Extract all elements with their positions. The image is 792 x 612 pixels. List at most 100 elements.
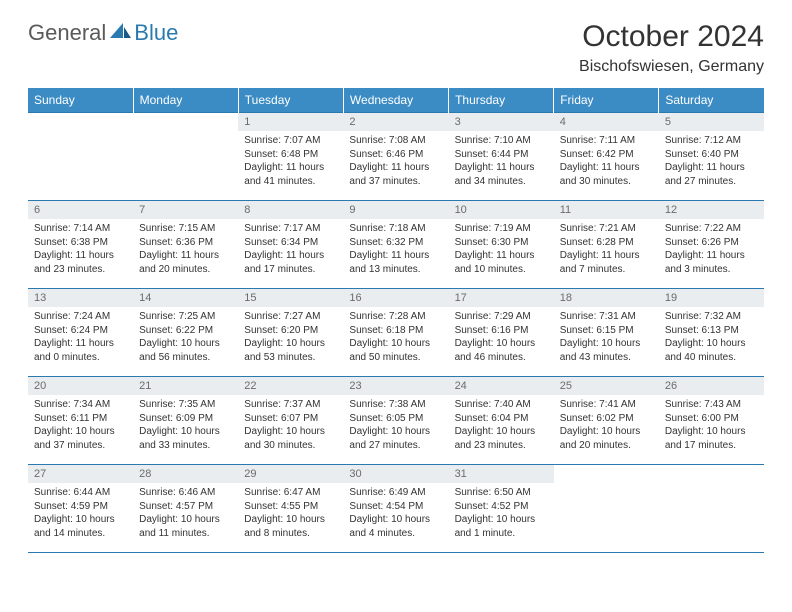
calendar-day-cell: 22Sunrise: 7:37 AMSunset: 6:07 PMDayligh…: [238, 377, 343, 465]
day-dl2: and 3 minutes.: [665, 263, 758, 277]
day-number: 15: [238, 289, 343, 307]
day-dl2: and 37 minutes.: [34, 439, 127, 453]
day-ss: Sunset: 6:28 PM: [560, 236, 653, 250]
day-details: Sunrise: 7:10 AMSunset: 6:44 PMDaylight:…: [449, 131, 554, 192]
day-sr: Sunrise: 7:17 AM: [244, 222, 337, 236]
calendar-day-cell: [554, 465, 659, 553]
day-sr: Sunrise: 7:29 AM: [455, 310, 548, 324]
day-sr: Sunrise: 6:49 AM: [349, 486, 442, 500]
day-details: Sunrise: 7:27 AMSunset: 6:20 PMDaylight:…: [238, 307, 343, 368]
day-sr: Sunrise: 7:24 AM: [34, 310, 127, 324]
day-ss: Sunset: 6:15 PM: [560, 324, 653, 338]
day-dl2: and 33 minutes.: [139, 439, 232, 453]
day-dl2: and 13 minutes.: [349, 263, 442, 277]
day-sr: Sunrise: 7:41 AM: [560, 398, 653, 412]
calendar-day-cell: 27Sunrise: 6:44 AMSunset: 4:59 PMDayligh…: [28, 465, 133, 553]
day-details: Sunrise: 7:17 AMSunset: 6:34 PMDaylight:…: [238, 219, 343, 280]
day-number: 26: [659, 377, 764, 395]
page: General Blue October 2024 Bischofswiesen…: [0, 0, 792, 573]
day-dl1: Daylight: 10 hours: [244, 513, 337, 527]
logo-text-blue: Blue: [134, 20, 178, 46]
day-sr: Sunrise: 7:12 AM: [665, 134, 758, 148]
day-number: 8: [238, 201, 343, 219]
day-number: 29: [238, 465, 343, 483]
day-dl1: Daylight: 10 hours: [139, 337, 232, 351]
day-number: 30: [343, 465, 448, 483]
day-ss: Sunset: 6:13 PM: [665, 324, 758, 338]
location: Bischofswiesen, Germany: [579, 58, 764, 76]
day-number: 5: [659, 113, 764, 131]
day-sr: Sunrise: 7:37 AM: [244, 398, 337, 412]
day-sr: Sunrise: 7:25 AM: [139, 310, 232, 324]
calendar-week-row: 20Sunrise: 7:34 AMSunset: 6:11 PMDayligh…: [28, 377, 764, 465]
day-dl2: and 50 minutes.: [349, 351, 442, 365]
day-dl2: and 37 minutes.: [349, 175, 442, 189]
day-dl1: Daylight: 10 hours: [349, 513, 442, 527]
day-dl1: Daylight: 10 hours: [34, 425, 127, 439]
day-number: 18: [554, 289, 659, 307]
day-details: Sunrise: 6:49 AMSunset: 4:54 PMDaylight:…: [343, 483, 448, 544]
day-number: 24: [449, 377, 554, 395]
day-number: 6: [28, 201, 133, 219]
day-dl2: and 30 minutes.: [560, 175, 653, 189]
day-ss: Sunset: 6:02 PM: [560, 412, 653, 426]
day-sr: Sunrise: 7:19 AM: [455, 222, 548, 236]
day-details: Sunrise: 7:08 AMSunset: 6:46 PMDaylight:…: [343, 131, 448, 192]
day-dl2: and 17 minutes.: [244, 263, 337, 277]
day-number: 3: [449, 113, 554, 131]
day-number: 25: [554, 377, 659, 395]
day-number: 28: [133, 465, 238, 483]
day-sr: Sunrise: 7:21 AM: [560, 222, 653, 236]
day-sr: Sunrise: 7:35 AM: [139, 398, 232, 412]
day-details: Sunrise: 7:35 AMSunset: 6:09 PMDaylight:…: [133, 395, 238, 456]
day-dl2: and 23 minutes.: [455, 439, 548, 453]
day-ss: Sunset: 4:52 PM: [455, 500, 548, 514]
day-sr: Sunrise: 7:43 AM: [665, 398, 758, 412]
day-dl1: Daylight: 10 hours: [560, 337, 653, 351]
day-ss: Sunset: 6:20 PM: [244, 324, 337, 338]
calendar-week-row: 1Sunrise: 7:07 AMSunset: 6:48 PMDaylight…: [28, 113, 764, 201]
day-ss: Sunset: 6:07 PM: [244, 412, 337, 426]
day-dl1: Daylight: 11 hours: [455, 161, 548, 175]
day-dl2: and 56 minutes.: [139, 351, 232, 365]
calendar-day-cell: 29Sunrise: 6:47 AMSunset: 4:55 PMDayligh…: [238, 465, 343, 553]
calendar-day-cell: [659, 465, 764, 553]
day-sr: Sunrise: 7:22 AM: [665, 222, 758, 236]
day-dl1: Daylight: 10 hours: [139, 513, 232, 527]
day-number: 20: [28, 377, 133, 395]
day-details: Sunrise: 7:25 AMSunset: 6:22 PMDaylight:…: [133, 307, 238, 368]
day-details: Sunrise: 7:22 AMSunset: 6:26 PMDaylight:…: [659, 219, 764, 280]
day-details: Sunrise: 7:21 AMSunset: 6:28 PMDaylight:…: [554, 219, 659, 280]
day-details: Sunrise: 7:14 AMSunset: 6:38 PMDaylight:…: [28, 219, 133, 280]
day-dl1: Daylight: 10 hours: [349, 337, 442, 351]
day-number: 14: [133, 289, 238, 307]
day-number: 9: [343, 201, 448, 219]
day-dl1: Daylight: 10 hours: [455, 513, 548, 527]
calendar-day-cell: [28, 113, 133, 201]
weekday-header-row: Sunday Monday Tuesday Wednesday Thursday…: [28, 88, 764, 113]
day-dl1: Daylight: 10 hours: [139, 425, 232, 439]
day-dl2: and 34 minutes.: [455, 175, 548, 189]
day-dl1: Daylight: 10 hours: [34, 513, 127, 527]
day-ss: Sunset: 6:30 PM: [455, 236, 548, 250]
day-number: 17: [449, 289, 554, 307]
day-dl1: Daylight: 11 hours: [244, 249, 337, 263]
day-details: Sunrise: 6:44 AMSunset: 4:59 PMDaylight:…: [28, 483, 133, 544]
day-dl2: and 11 minutes.: [139, 527, 232, 541]
day-sr: Sunrise: 7:18 AM: [349, 222, 442, 236]
logo-sail-icon: [110, 21, 132, 39]
header: General Blue October 2024 Bischofswiesen…: [28, 20, 764, 76]
day-details: Sunrise: 7:07 AMSunset: 6:48 PMDaylight:…: [238, 131, 343, 192]
day-dl2: and 27 minutes.: [665, 175, 758, 189]
day-dl2: and 10 minutes.: [455, 263, 548, 277]
day-number: 2: [343, 113, 448, 131]
day-sr: Sunrise: 6:46 AM: [139, 486, 232, 500]
calendar-day-cell: 11Sunrise: 7:21 AMSunset: 6:28 PMDayligh…: [554, 201, 659, 289]
day-details: Sunrise: 7:15 AMSunset: 6:36 PMDaylight:…: [133, 219, 238, 280]
calendar-day-cell: 24Sunrise: 7:40 AMSunset: 6:04 PMDayligh…: [449, 377, 554, 465]
day-sr: Sunrise: 7:34 AM: [34, 398, 127, 412]
day-dl1: Daylight: 10 hours: [244, 425, 337, 439]
weekday-header: Monday: [133, 88, 238, 113]
day-ss: Sunset: 6:22 PM: [139, 324, 232, 338]
day-sr: Sunrise: 7:10 AM: [455, 134, 548, 148]
